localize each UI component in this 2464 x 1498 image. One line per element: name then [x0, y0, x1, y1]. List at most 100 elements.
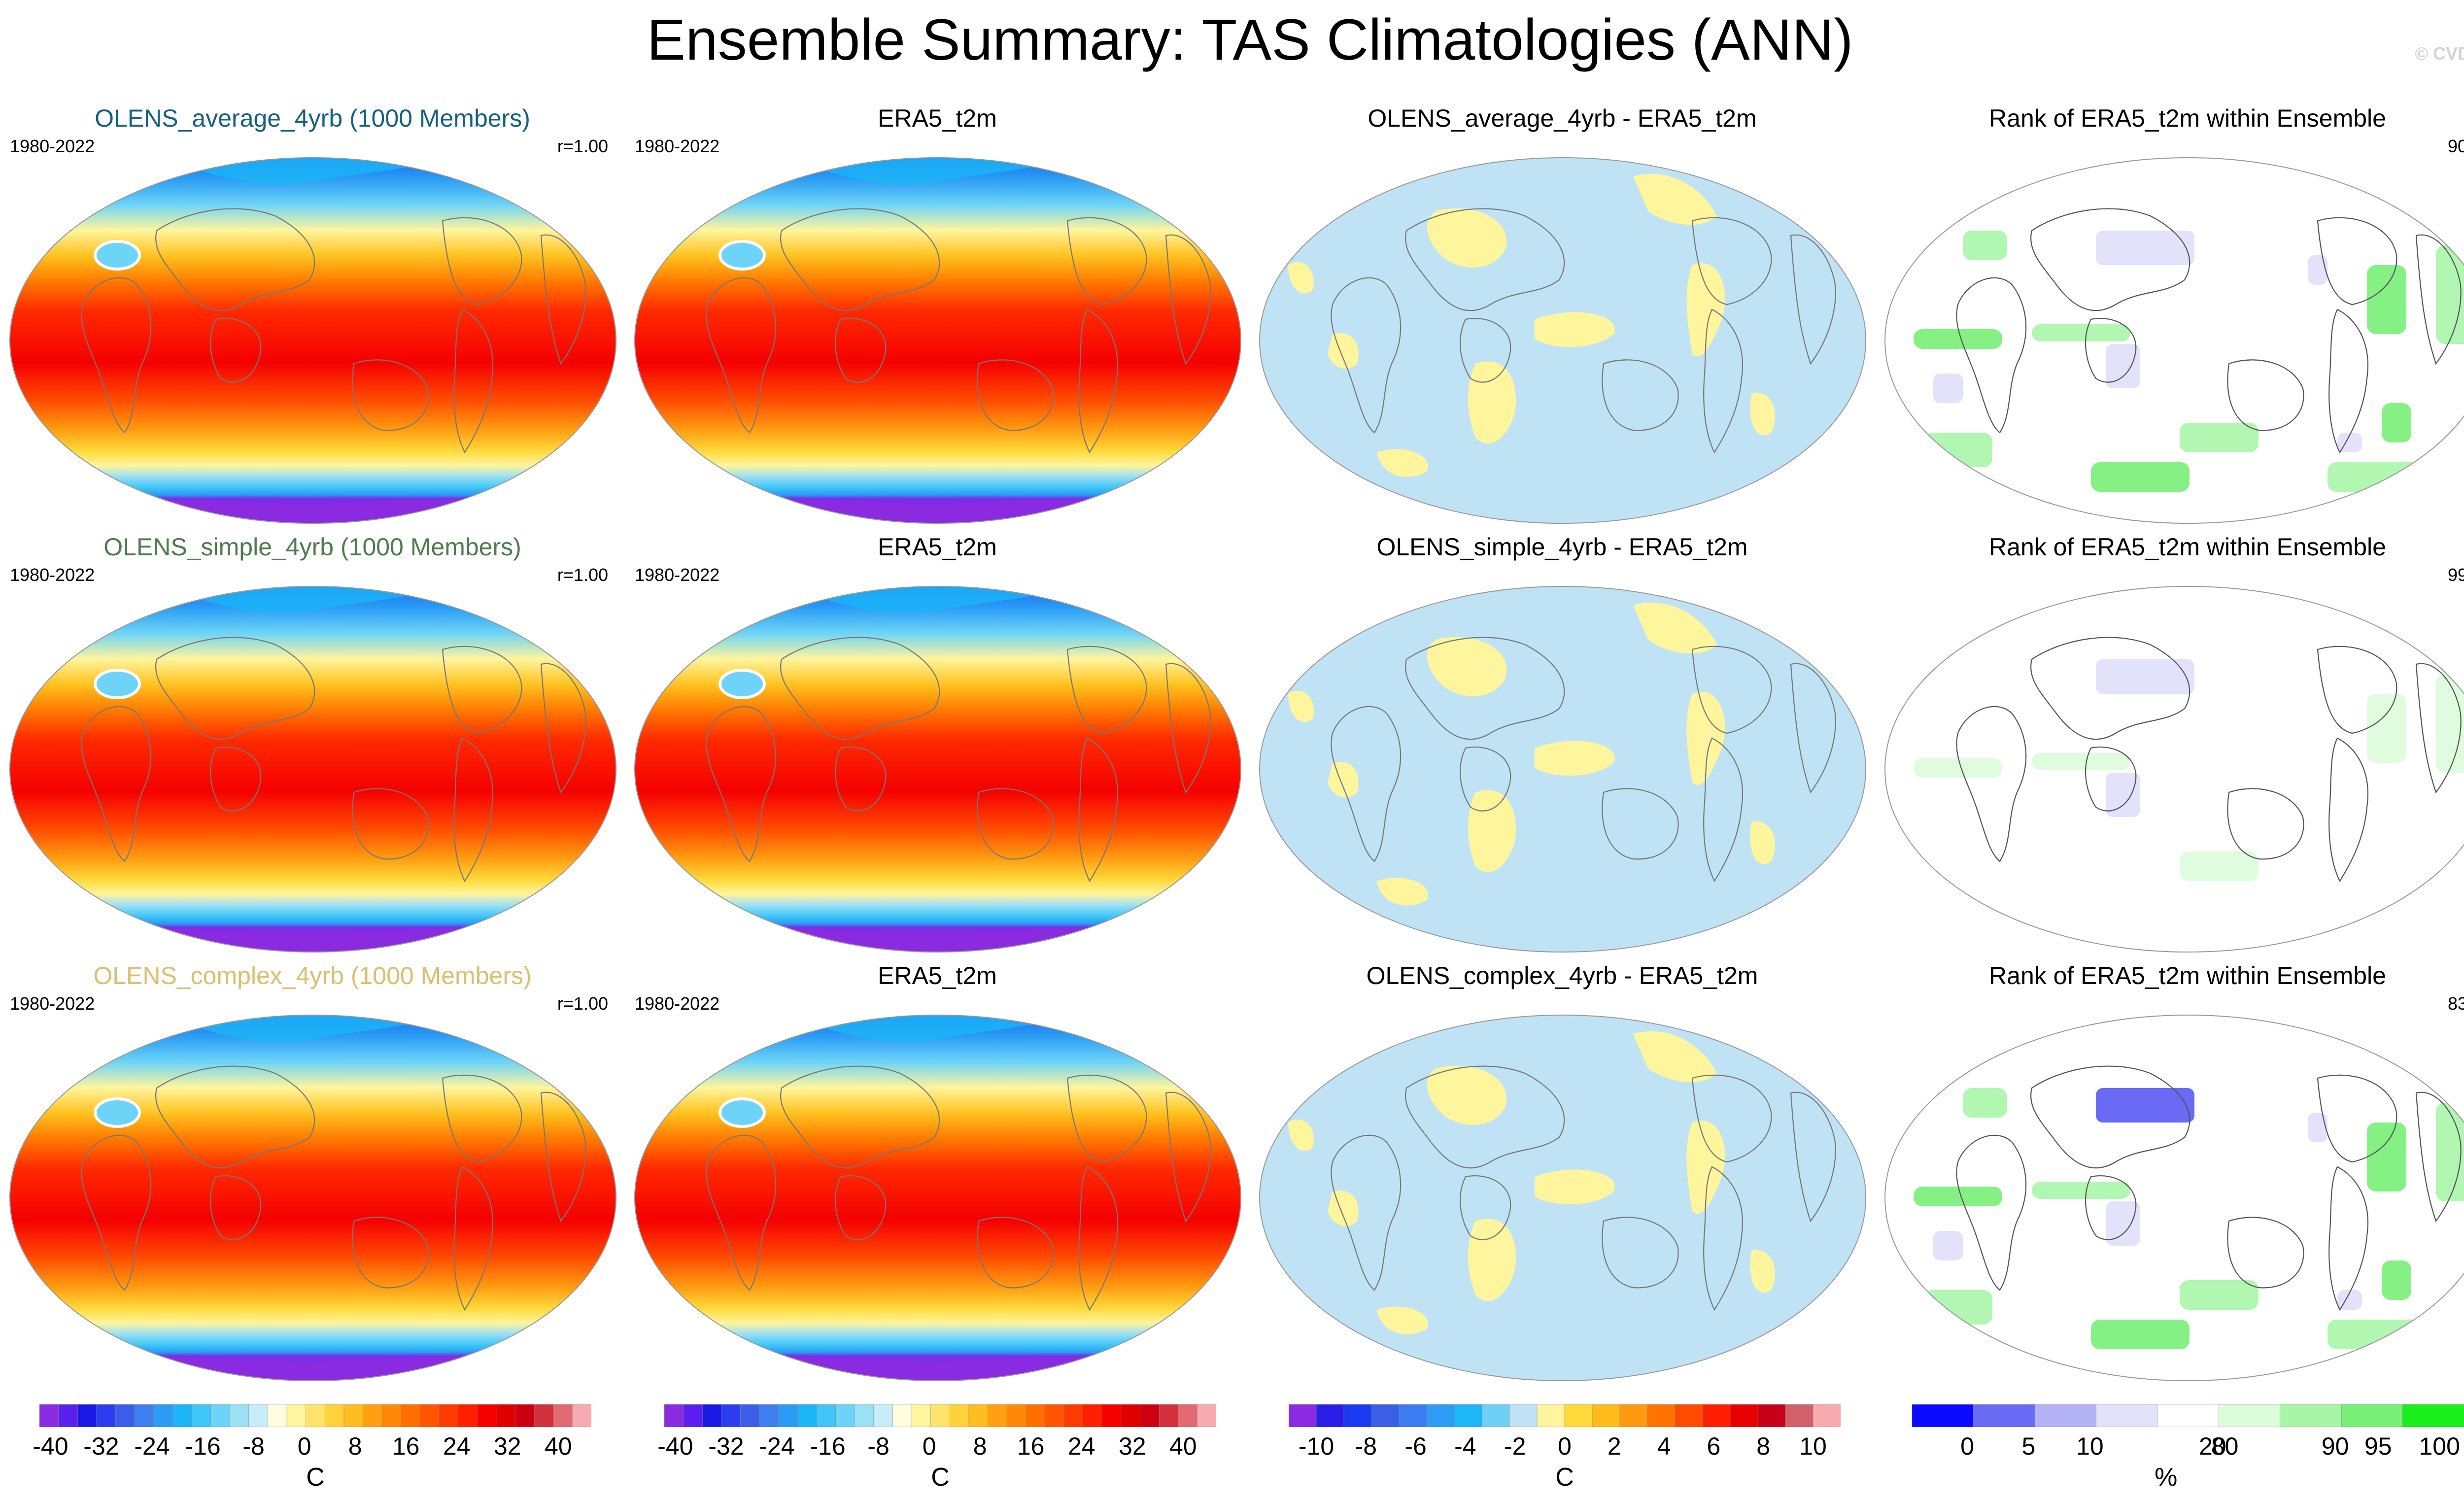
coastline-1	[1956, 277, 2027, 434]
rank-high-region-6	[1923, 1290, 1992, 1325]
observation-title: ERA5_t2m	[878, 533, 997, 561]
coastline-3	[1460, 747, 1511, 812]
colorbar-unit: C	[306, 1463, 325, 1492]
coastline-4	[1602, 788, 1679, 860]
colorbar-tick-label: -24	[759, 1432, 795, 1460]
colorbar-tick-label: 90	[2321, 1432, 2349, 1460]
colorbar-swatch	[1289, 1404, 1317, 1427]
coastline-3	[210, 318, 262, 383]
difference-positive-region-4	[1328, 1191, 1359, 1226]
tibet-cold-patch	[94, 1097, 141, 1128]
tibet-cold-patch	[719, 1097, 766, 1128]
coastline-5	[1691, 1074, 1772, 1163]
panel-observation-row-2: ERA5_t2m 1980-2022	[625, 532, 1250, 961]
colorbar-swatch	[2157, 1404, 2220, 1427]
coastline-2	[780, 637, 940, 740]
colorbar-unit: C	[931, 1463, 950, 1492]
colorbar-tick-label: -8	[867, 1432, 890, 1460]
rank-high-region-5	[2436, 674, 2464, 773]
colorbar-tick-label: -16	[185, 1432, 221, 1460]
globe-outline	[1259, 586, 1866, 953]
coastline-5	[2317, 1074, 2397, 1163]
tibet-cold-patch	[719, 240, 766, 271]
coastline-1	[81, 706, 152, 862]
coastline-3	[1460, 318, 1511, 383]
colorbar-swatch	[702, 1404, 722, 1427]
rank-map	[1884, 157, 2464, 524]
tibet-cold-patch	[719, 669, 766, 699]
coastline-5	[1691, 646, 1772, 734]
colorbar-tick-label: 40	[1169, 1432, 1197, 1460]
colorbar-swatch	[286, 1404, 307, 1427]
coastline-5	[442, 1074, 522, 1163]
rank-colorbar: 0 5 10 20 80 90 95 100%	[1912, 1404, 2464, 1498]
climatology-colorbar-obs: -40 -32 -24 -16 -8 0 8 16 24 32 40 C	[657, 1404, 1216, 1498]
colorbar-swatch	[968, 1404, 989, 1427]
ensemble-map	[9, 157, 616, 524]
colorbar-swatch	[721, 1404, 741, 1427]
colorbar-swatch	[1912, 1404, 1974, 1427]
rank-title: Rank of ERA5_t2m within Ensemble	[1989, 104, 2386, 132]
colorbar-swatch	[1647, 1404, 1676, 1427]
temperature-field	[10, 586, 616, 952]
temperature-field	[10, 158, 616, 523]
colorbar-swatch	[2341, 1404, 2403, 1427]
globe-outline	[9, 586, 616, 953]
period-label: 1980-2022	[10, 565, 95, 585]
colorbar-swatch	[1564, 1404, 1593, 1427]
panel-ensemble-row-3: OLENS_complex_4yrb (1000 Members) 1980-20…	[0, 961, 625, 1390]
colorbar-tick-label: 4	[1657, 1432, 1671, 1460]
colorbar-tick-label: 95	[2364, 1432, 2392, 1460]
difference-positive-region-8	[1750, 392, 1775, 436]
colorbar-tick-label: 8	[1756, 1432, 1771, 1460]
panel-ensemble-row-1: OLENS_average_4yrb (1000 Members) 1980-20…	[0, 103, 625, 532]
coastline-3	[2085, 1175, 2137, 1240]
rank-high-region-7	[2091, 462, 2190, 492]
difference-positive-region-7	[1377, 1306, 1428, 1334]
coastline-6	[1078, 308, 1119, 454]
pattern-correlation: r=1.00	[557, 565, 608, 585]
colorbar-swatch	[153, 1404, 173, 1427]
coastline-6	[453, 1166, 494, 1311]
colorbar-tick-label: 5	[2021, 1432, 2036, 1460]
coastline-6	[2328, 737, 2369, 883]
coastline-1	[1956, 706, 2027, 862]
coastline-5	[2317, 217, 2397, 306]
globe-outline	[634, 1015, 1241, 1381]
difference-positive-region-2	[1535, 741, 1615, 776]
coastline-3	[835, 318, 887, 383]
coastline-7	[2415, 234, 2462, 365]
coastline-5	[1066, 1074, 1147, 1163]
colorbar-swatch	[1101, 1404, 1122, 1427]
colorbar-swatch	[1121, 1404, 1141, 1427]
panel-difference-row-1: OLENS_average_4yrb - ERA5_t2m	[1250, 103, 1875, 532]
rank-high-region-3	[2180, 423, 2259, 452]
coastline-4	[352, 1217, 429, 1289]
panel-rank-row-2: Rank of ERA5_t2m within Ensemble 99%	[1875, 532, 2464, 961]
rank-low-region-1	[2096, 231, 2194, 265]
credit-watermark: © CVDP	[2415, 43, 2464, 64]
colorbar-swatch	[363, 1404, 382, 1427]
colorbar-tick-label: -32	[83, 1432, 119, 1460]
colorbar-swatch	[381, 1404, 402, 1427]
period-label: 1980-2022	[635, 565, 720, 585]
colorbar-swatch	[1178, 1404, 1198, 1427]
colorbar-swatch	[1973, 1404, 2035, 1427]
rank-low-region-3	[2308, 255, 2327, 285]
rank-high-region-6	[1923, 433, 1992, 467]
coastline-2	[1405, 208, 1565, 311]
colorbar-tick-label: 20	[2198, 1432, 2226, 1460]
colorbar-tick-label: -32	[708, 1432, 744, 1460]
ensemble-title: OLENS_simple_4yrb (1000 Members)	[103, 533, 521, 561]
colorbar-tick-label: -24	[134, 1432, 170, 1460]
coastline-7	[1165, 663, 1211, 794]
colorbar-swatch	[458, 1404, 478, 1427]
colorbar-swatch	[496, 1404, 516, 1427]
difference-colorbar: -10 -8 -6 -4 -2 0 2 4 6 8 10 C	[1289, 1404, 1841, 1498]
coastline-6	[2328, 308, 2369, 454]
difference-positive-region-6	[1633, 602, 1717, 654]
coastline-4	[352, 788, 429, 860]
rank-high-region-9	[1963, 1088, 2007, 1118]
coastline-3	[835, 747, 887, 812]
colorbar-swatch	[816, 1404, 836, 1427]
